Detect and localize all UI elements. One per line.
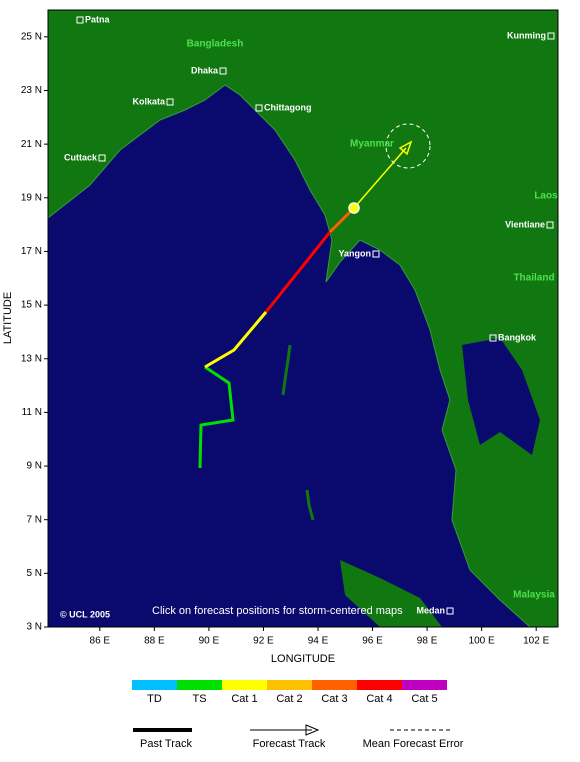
category-label: Cat 5 [411, 693, 437, 705]
error-label: Mean Forecast Error [363, 738, 464, 750]
y-tick-label: 9 N [26, 461, 42, 472]
city-label: Cuttack [64, 152, 98, 162]
y-tick-label: 21 N [21, 139, 42, 150]
land [47, 9, 559, 628]
city-marker [546, 221, 554, 229]
country-label: Myanmar [350, 139, 394, 150]
city-label: Dhaka [191, 65, 219, 75]
x-tick-label: 94 E [308, 636, 329, 647]
city-marker [98, 154, 106, 162]
category-swatch [312, 680, 357, 690]
country-label: Malaysia [513, 590, 555, 601]
map-frame [47, 9, 559, 628]
current-position [348, 202, 360, 214]
y-tick-label: 13 N [21, 353, 42, 364]
past-track-label: Past Track [140, 738, 192, 750]
category-swatch [402, 680, 447, 690]
forecast-arrow-sample [305, 724, 320, 736]
y-tick-label: 11 N [22, 407, 42, 418]
x-tick-label: 96 E [362, 636, 383, 647]
track-ts [198, 365, 235, 469]
y-tick-label: 25 N [21, 31, 42, 42]
forecast-track-label: Forecast Track [253, 738, 326, 750]
category-swatch [357, 680, 402, 690]
andaman-islands [281, 344, 292, 396]
y-tick-label: 3 N [26, 622, 42, 633]
city-marker [446, 607, 454, 615]
gulf-of-thailand [462, 338, 540, 455]
country-label: Laos [534, 191, 558, 202]
category-label: Cat 3 [321, 693, 347, 705]
city-marker [219, 67, 227, 75]
city-label: Chittagong [264, 102, 312, 112]
city-label: Bangkok [498, 332, 537, 342]
copyright: © UCL 2005 [60, 609, 110, 619]
city-label: Kolkata [132, 96, 166, 106]
y-tick-label: 15 N [21, 300, 42, 311]
forecast-error-circle [385, 123, 431, 169]
city-label: Kunming [507, 30, 546, 40]
category-label: Cat 1 [231, 693, 257, 705]
city-marker [489, 334, 497, 342]
x-tick-label: 90 E [199, 636, 220, 647]
y-tick-label: 19 N [21, 192, 42, 203]
y-tick-label: 17 N [21, 246, 42, 257]
x-tick-label: 92 E [253, 636, 274, 647]
x-tick-label: 100 E [469, 636, 495, 647]
track-cat4 [264, 231, 332, 313]
city-label: Patna [85, 14, 111, 24]
y-tick-label: 5 N [26, 568, 42, 579]
category-label: Cat 4 [366, 693, 392, 705]
category-swatch [132, 680, 177, 690]
nicobar-islands [305, 489, 315, 521]
hint: Click on forecast positions for storm-ce… [152, 605, 403, 617]
forecast-arrow[interactable] [398, 140, 413, 156]
x-tick-label: 98 E [417, 636, 438, 647]
y-tick-label: 7 N [26, 514, 42, 525]
forecast-track [353, 147, 407, 209]
city-label: Vientiane [505, 219, 545, 229]
x-tick-label: 86 E [90, 636, 111, 647]
city-marker [255, 104, 263, 112]
country-label: Bangladesh [187, 39, 244, 50]
sumatra [340, 560, 442, 627]
category-swatch [267, 680, 312, 690]
y-tick-label: 23 N [21, 85, 42, 96]
country-label: Thailand [513, 273, 554, 284]
track-cat1 [204, 311, 268, 369]
x-tick-label: 88 E [144, 636, 165, 647]
city-marker [76, 16, 84, 24]
map: © UCL 2005 Click on forecast positions f… [47, 9, 559, 628]
city-label: Yangon [338, 248, 371, 258]
category-label: Cat 2 [276, 693, 302, 705]
category-swatch [222, 680, 267, 690]
city-marker [166, 98, 174, 106]
x-tick-label: 102 E [523, 636, 549, 647]
city-marker [547, 32, 555, 40]
category-swatch [177, 680, 222, 690]
city-marker [372, 250, 380, 258]
category-label: TS [192, 693, 206, 705]
city-label: Medan [416, 605, 445, 615]
y-axis-label: LATITUDE [2, 292, 14, 344]
category-label: TD [147, 693, 162, 705]
x-axis-label: LONGITUDE [271, 653, 335, 665]
